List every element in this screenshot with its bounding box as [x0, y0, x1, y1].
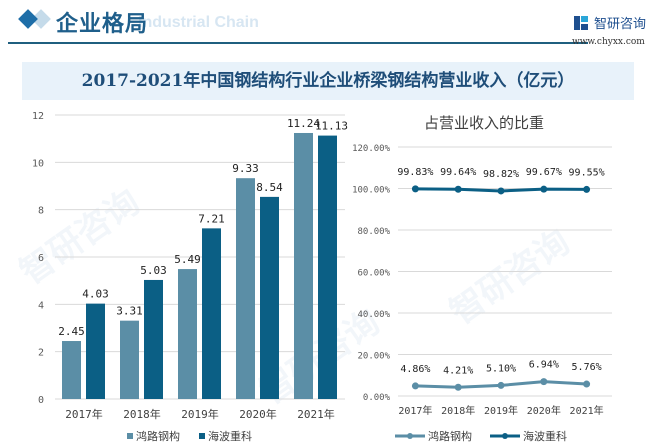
legend-label: 鸿路钢构	[428, 429, 472, 443]
line-value-label: 6.94%	[529, 360, 559, 371]
header-divider	[8, 42, 588, 44]
section-watermark: Industrial Chain	[138, 14, 259, 31]
bar-value-label: 11.13	[315, 120, 348, 133]
bar-haibo	[202, 228, 221, 399]
legend-marker	[407, 433, 413, 439]
line-chart-title: 占营业收入的比重	[424, 114, 544, 132]
bar-value-label: 5.49	[174, 253, 201, 266]
line-marker	[454, 383, 462, 391]
bar-haibo	[144, 279, 163, 399]
line-marker	[497, 381, 505, 389]
legend-label: 海波重科	[208, 429, 252, 443]
line-value-label: 99.83%	[397, 167, 433, 178]
chart-title-banner: 2017-2021年中国钢结构行业企业桥梁钢结构营业收入（亿元）	[22, 62, 634, 100]
y-tick-label: 10	[32, 158, 44, 169]
bar-haibo	[86, 303, 105, 399]
y-tick-label: 80.00%	[357, 227, 390, 237]
legend-label: 鸿路钢构	[136, 429, 180, 443]
legend-marker	[502, 433, 508, 439]
brand-logo: 智研咨询	[574, 13, 646, 32]
x-tick-label: 2017年	[398, 404, 432, 417]
bar-honglu	[294, 132, 313, 399]
line-marker	[411, 382, 419, 390]
line-chart: 占营业收入的比重 0.00% 20.00% 40.00% 60.00% 80.00% 100…	[352, 114, 612, 443]
x-tick-label: 2021年	[297, 407, 335, 421]
y-tick-label: 40.00%	[357, 310, 390, 320]
y-tick-label: 100.00%	[352, 186, 391, 196]
x-tick-label: 2018年	[123, 407, 161, 421]
x-tick-label: 2019年	[484, 404, 518, 417]
legend-marker	[199, 433, 205, 439]
bar-haibo	[260, 196, 279, 399]
line-value-label: 98.82%	[483, 169, 519, 180]
line-marker	[583, 380, 591, 388]
line-value-label: 99.67%	[526, 167, 562, 178]
bar-honglu	[62, 341, 81, 399]
bar-value-label: 4.03	[82, 288, 109, 301]
bar-chart: 0 2 4 6 8 10 12 2.45 4.03 2017年 3.31 5.03 2018年 5.49 7…	[32, 111, 348, 443]
y-tick-label: 6	[38, 253, 44, 264]
legend-label: 海波重科	[523, 429, 567, 443]
line-value-label: 5.10%	[486, 363, 516, 374]
bar-honglu	[120, 320, 139, 399]
line-marker	[583, 185, 591, 193]
x-tick-label: 2019年	[181, 407, 219, 421]
x-tick-label: 2018年	[441, 404, 475, 417]
line-value-label: 4.86%	[400, 364, 430, 375]
y-tick-label: 0.00%	[363, 393, 391, 403]
y-tick-label: 120.00%	[352, 144, 391, 154]
x-tick-label: 2020年	[239, 407, 277, 421]
bar-honglu	[236, 178, 255, 399]
logo-url: www.chyxx.com	[572, 37, 645, 47]
line-marker	[497, 187, 505, 195]
bar-value-label: 5.03	[140, 264, 167, 277]
y-tick-label: 2	[38, 348, 44, 359]
logo-text: 智研咨询	[594, 17, 647, 32]
bar-haibo	[318, 135, 337, 399]
x-tick-label: 2020年	[527, 404, 561, 417]
bar-value-label: 3.31	[116, 305, 143, 318]
bar-value-label: 2.45	[58, 325, 85, 338]
y-tick-label: 60.00%	[357, 269, 390, 279]
x-tick-label: 2021年	[570, 404, 604, 417]
y-tick-label: 20.00%	[357, 352, 390, 362]
line-marker	[540, 378, 548, 386]
line-value-label: 4.21%	[443, 365, 473, 376]
bar-value-label: 11.24	[287, 117, 320, 130]
line-value-label: 5.76%	[572, 362, 602, 373]
x-tick-label: 2017年	[65, 407, 103, 421]
bar-value-label: 8.54	[256, 181, 283, 194]
line-marker	[411, 185, 419, 193]
chart-title: 2017-2021年中国钢结构行业企业桥梁钢结构营业收入（亿元）	[81, 71, 575, 91]
legend-marker	[127, 433, 133, 439]
page-header: Industrial Chain 企业格局 智研咨询 www.chyxx.com	[0, 0, 656, 52]
bar-value-label: 7.21	[198, 212, 225, 225]
line-marker	[540, 185, 548, 193]
line-marker	[454, 185, 462, 193]
line-value-label: 99.55%	[569, 167, 605, 178]
y-tick-label: 4	[38, 300, 44, 311]
y-tick-label: 0	[38, 395, 44, 406]
bar-honglu	[178, 269, 197, 399]
y-tick-label: 8	[38, 206, 44, 217]
section-title: 企业格局	[56, 11, 149, 37]
line-value-label: 99.64%	[440, 167, 476, 178]
diamond-bullet-icon	[18, 9, 38, 29]
y-tick-label: 12	[32, 111, 44, 122]
logo-icon	[574, 15, 588, 30]
bar-value-label: 9.33	[232, 162, 259, 175]
